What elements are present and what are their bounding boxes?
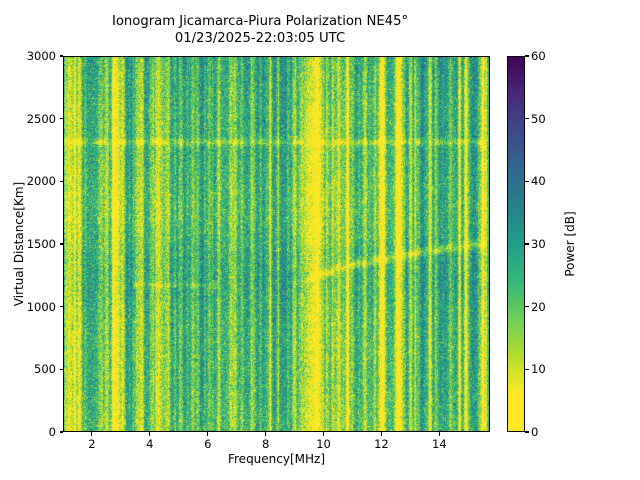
colorbar-tick-label: 0 [531,425,539,439]
y-tick-label: 0 [48,425,56,439]
y-tick-mark [59,243,63,245]
ionogram-plot-area [63,56,490,432]
x-tick-mark [322,432,325,436]
x-tick-mark [149,432,151,436]
colorbar-tick-label: 10 [531,362,546,377]
x-tick-mark [380,432,382,436]
y-tick-label: 2000 [26,174,56,189]
colorbar-tick-mark [525,118,529,120]
x-tick-mark [91,432,93,436]
colorbar-tick-label: 30 [531,237,546,251]
x-tick-label: 8 [261,437,270,451]
y-tick-mark [59,180,63,182]
x-tick-mark [438,432,440,436]
colorbar-tick-mark [525,180,529,182]
x-tick-label: 10 [316,437,331,451]
x-tick-mark [265,432,267,436]
y-axis-label: Virtual Distance[Km] [12,181,26,307]
colorbar-tick-label: 60 [531,49,546,63]
y-tick-label: 500 [34,362,56,377]
x-tick-label: 4 [146,437,154,451]
colorbar-gradient [508,57,524,431]
y-tick-label: 1000 [26,299,56,314]
x-axis-label: Frequency[MHz] [227,452,326,466]
figure-title: Ionogram Jicamarca-Piura Polarization NE… [0,14,520,47]
x-tick-label: 2 [88,437,96,451]
title-line-2: 01/23/2025-22:03:05 UTC [174,30,346,46]
y-tick-mark [59,55,63,57]
colorbar-tick-label: 40 [531,174,546,189]
x-tick-label: 12 [374,437,389,451]
y-tick-mark [59,368,63,370]
x-tick-mark [207,432,209,436]
y-tick-label: 3000 [26,49,56,63]
y-tick-mark [59,431,63,433]
x-tick-label: 6 [204,437,212,451]
colorbar-tick-mark [525,55,529,57]
y-tick-mark [59,118,63,120]
colorbar-tick-label: 20 [531,299,546,314]
y-tick-mark [59,306,63,308]
title-line-1: Ionogram Jicamarca-Piura Polarization NE… [111,14,409,29]
colorbar-tick-mark [525,368,529,370]
colorbar-tick-mark [525,431,529,433]
colorbar [507,56,525,432]
x-tick-label: 14 [432,437,447,451]
colorbar-tick-mark [525,306,529,308]
colorbar-tick-label: 50 [531,111,546,126]
ionogram-heatmap [64,57,489,431]
y-tick-label: 2500 [26,111,56,126]
colorbar-label: Power [dB] [563,211,577,277]
colorbar-tick-mark [525,243,529,245]
y-tick-label: 1500 [26,237,56,251]
